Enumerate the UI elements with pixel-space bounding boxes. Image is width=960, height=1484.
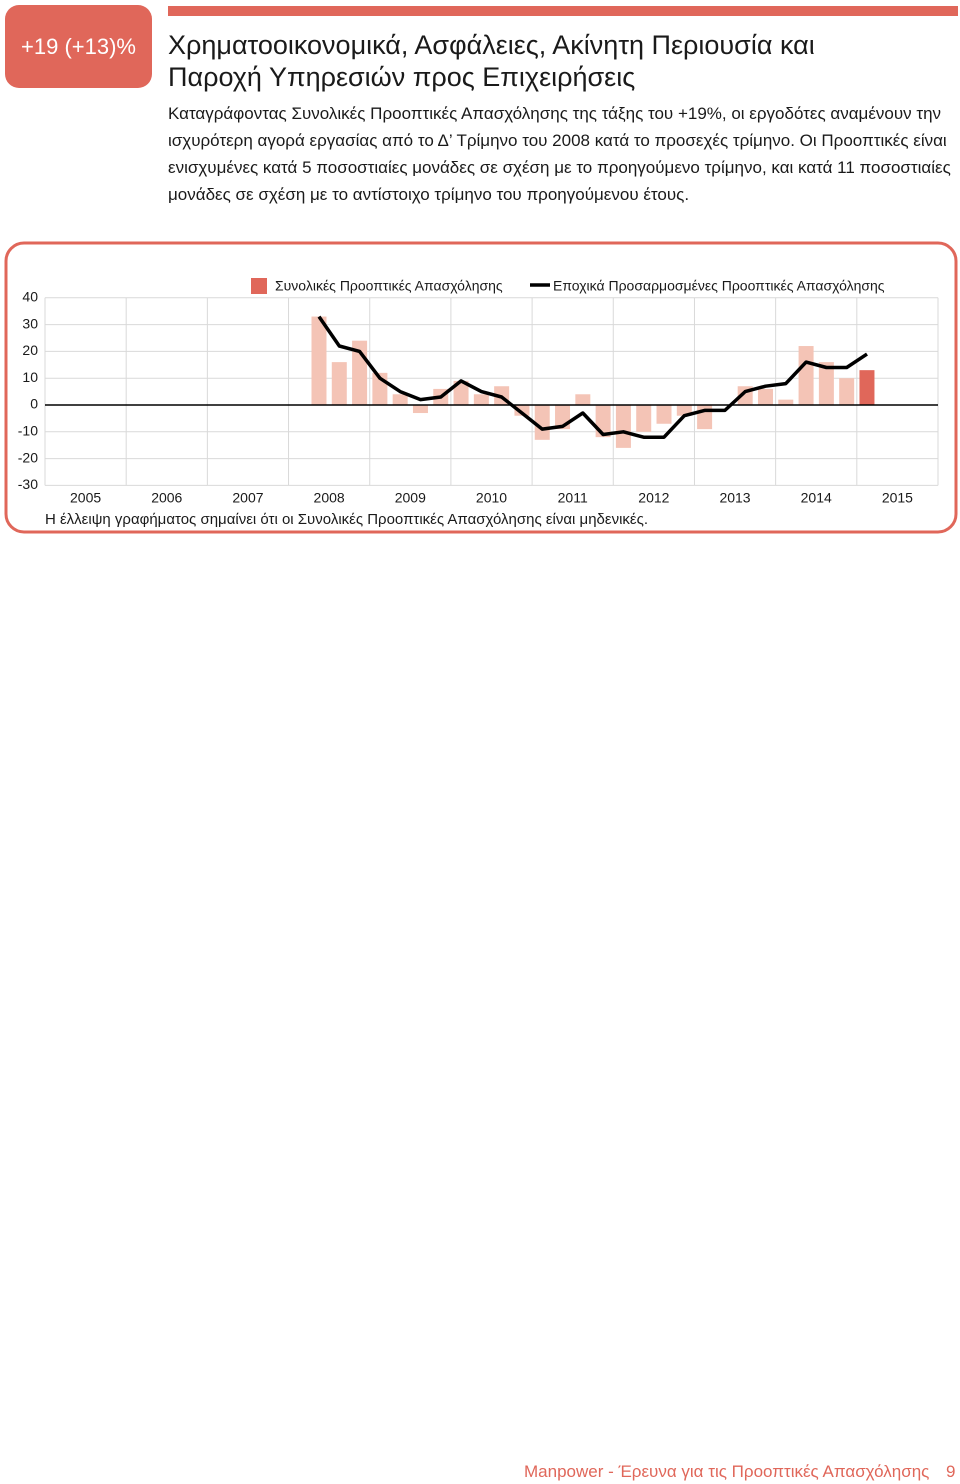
top-bar (168, 6, 958, 16)
bar (534, 405, 550, 440)
bar (697, 405, 713, 430)
x-tick-label: 2013 (719, 490, 750, 506)
legend-swatch (251, 278, 267, 294)
line (317, 315, 868, 439)
bar (636, 405, 652, 432)
bar (757, 388, 773, 405)
y-tick-label: 40 (22, 289, 38, 305)
y-tick-label: -20 (18, 449, 38, 465)
chart-frame (4, 241, 958, 534)
bar (514, 405, 530, 416)
legend-label: Συνολικές Προοπτικές Απασχόλησης (275, 278, 503, 294)
bar (798, 346, 814, 405)
x-tick-label: 2008 (314, 490, 345, 506)
x-tick-label: 2011 (558, 490, 588, 506)
bar (615, 405, 631, 448)
x-tick-label: 2012 (638, 490, 669, 506)
badge: +19 (+13)% (5, 5, 152, 88)
footer: Manpower - Έρευνα για τις Προοπτικές Απα… (524, 1462, 930, 1481)
bar (331, 362, 347, 405)
y-tick-label: 30 (22, 315, 38, 331)
body-text: Καταγράφοντας Συνολικές Προοπτικές Απασχ… (168, 104, 951, 204)
bar (839, 378, 855, 405)
bar (311, 316, 327, 405)
bar (778, 399, 794, 405)
bar (453, 380, 469, 405)
chart-note: Η έλλειψη γραφήματος σημαίνει ότι οι Συν… (45, 511, 648, 528)
bar (412, 405, 428, 414)
bar (818, 362, 834, 405)
x-tick-label: 2005 (70, 490, 101, 506)
y-tick-label: 0 (30, 396, 38, 412)
x-tick-label: 2006 (151, 490, 182, 506)
bar (859, 370, 875, 405)
section-title: Χρηματοοικονομικά, Ασφάλειες, Ακίνητη Πε… (168, 30, 815, 92)
x-tick-label: 2007 (232, 490, 263, 506)
x-tick-label: 2015 (882, 490, 913, 506)
page-number: 9 (946, 1462, 956, 1481)
y-tick-label: 20 (22, 342, 38, 358)
bar (473, 394, 489, 405)
legend-label: Εποχικά Προσαρμοσμένες Προοπτικές Απασχό… (553, 278, 885, 294)
x-tick-label: 2010 (476, 490, 507, 506)
bar (656, 405, 672, 424)
x-tick-label: 2014 (801, 490, 832, 506)
y-tick-label: -30 (18, 476, 38, 492)
y-tick-label: -10 (18, 423, 38, 439)
bar (392, 394, 408, 405)
bar (676, 405, 692, 416)
chart: Η έλλειψη γραφήματος σημαίνει ότι οι Συν… (4, 241, 958, 534)
x-tick-label: 2009 (395, 490, 426, 506)
bar (575, 394, 591, 405)
y-tick-label: 10 (22, 369, 38, 385)
